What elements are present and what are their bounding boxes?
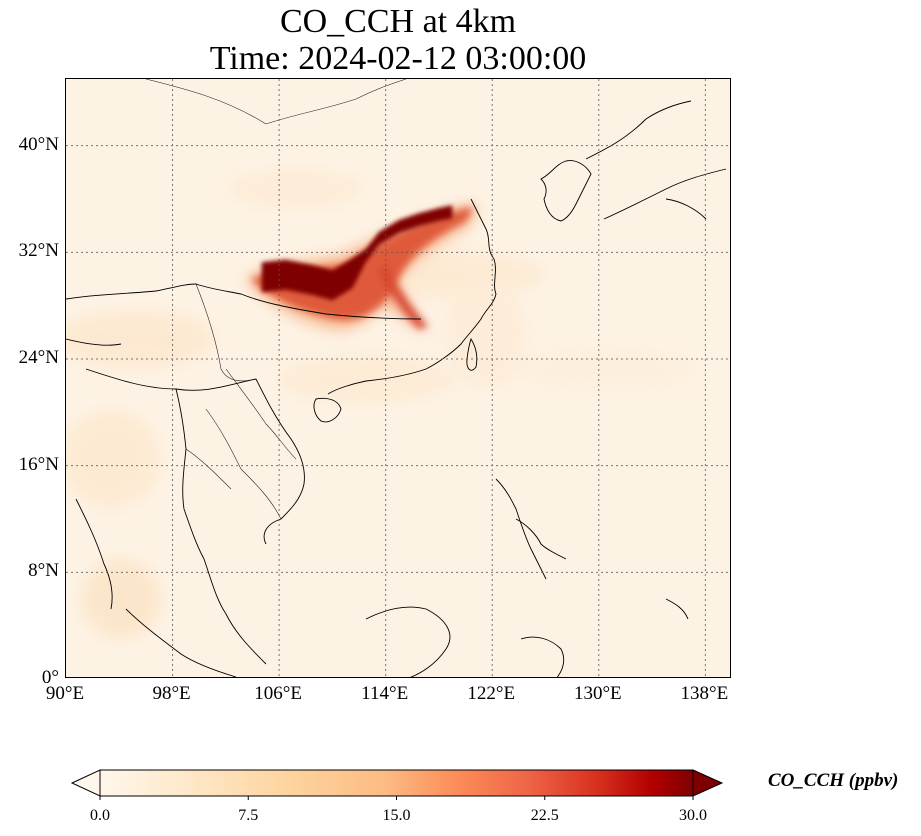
lat-tick-label: 0°	[41, 667, 59, 688]
colorbar-tick-label: 0.0	[90, 807, 110, 824]
colorbar-extend-min	[70, 769, 101, 797]
coastlines	[66, 100, 727, 677]
colorbar-tick-label: 15.0	[382, 807, 411, 824]
colorbar-tick-label: 30.0	[679, 807, 707, 824]
lon-tick-label: 106°E	[254, 683, 302, 704]
map-canvas	[66, 79, 730, 677]
lon-tick-label: 138°E	[680, 683, 729, 704]
colorbar-tick-label: 22.5	[530, 807, 559, 824]
co-plume-core	[261, 205, 453, 301]
lon-tick-label: 98°E	[152, 683, 191, 704]
lat-tick-label: 32°N	[18, 240, 59, 262]
map-title-line1: CO_CCH at 4km	[279, 3, 517, 40]
country-borders	[145, 79, 407, 520]
colorbar-gradient	[99, 769, 694, 797]
lat-tick-label: 16°N	[18, 453, 59, 475]
map-panel	[65, 78, 731, 678]
lon-tick-label: 90°E	[45, 683, 85, 704]
lat-tick-label: 24°N	[18, 347, 59, 368]
colorbar-tick-label: 7.5	[238, 807, 259, 824]
lon-tick-label: 122°E	[467, 683, 516, 704]
gridlines	[66, 79, 730, 677]
colorbar-extend-max	[692, 769, 724, 797]
lat-tick-label: 40°N	[18, 133, 59, 155]
lon-tick-label: 130°E	[573, 683, 622, 704]
colorbar-label: CO_CCH (ppbv)	[768, 770, 899, 791]
map-title-line2: Time: 2024-02-12 03:00:00	[209, 40, 587, 77]
lat-tick-label: 8°N	[28, 560, 59, 582]
lon-tick-label: 114°E	[361, 683, 409, 704]
